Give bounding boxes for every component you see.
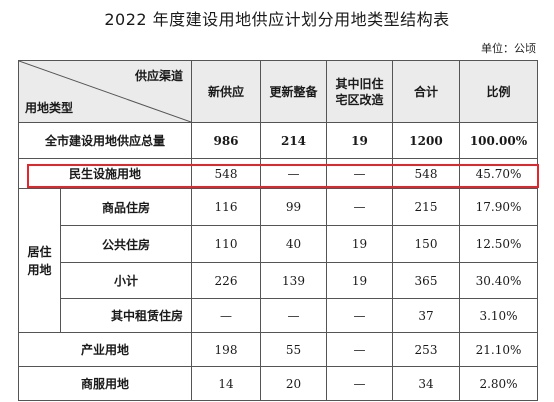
unit-label: 单位：公顷	[481, 42, 536, 55]
cell-old: 19	[326, 122, 393, 159]
cell-total: 1200	[392, 122, 460, 159]
cell-renewal: 40	[260, 225, 327, 263]
cell-old: —	[326, 366, 393, 401]
cell-total: 548	[392, 158, 460, 189]
cell-ratio: 100.00%	[459, 122, 538, 159]
cell-old: —	[326, 158, 393, 189]
cell-ratio: 45.70%	[459, 158, 538, 189]
cell-total: 37	[392, 298, 460, 333]
cell-old: —	[326, 332, 393, 367]
land-supply-table: 供应渠道 用地类型 新供应 更新整备 其中旧住 宅区改造 合计 比例 全市建设用…	[18, 60, 538, 401]
table-row: 居住用地 商品住房 116 99 — 215 17.90%	[18, 188, 538, 333]
row-label: 产业用地	[18, 332, 192, 367]
cell-renewal: 20	[260, 366, 327, 401]
cell-renewal: 139	[260, 262, 327, 299]
cell-old: 19	[326, 225, 393, 263]
residential-group-label: 居住用地	[18, 188, 61, 333]
channel-header-label: 供应渠道	[134, 69, 183, 83]
table-row: 公共住房 110 40 19 150 12.50%	[19, 225, 538, 263]
cell-new: 198	[191, 332, 261, 367]
cell-old: 19	[326, 262, 393, 299]
cell-new: 116	[191, 188, 261, 226]
diagonal-header-cell: 供应渠道 用地类型	[18, 60, 192, 123]
cell-renewal: 214	[260, 122, 327, 159]
cell-total: 365	[392, 262, 460, 299]
table-row: 商服用地 14 20 — 34 2.80%	[18, 366, 538, 401]
cell-new: 986	[191, 122, 261, 159]
residential-group-text: 居住用地	[27, 244, 52, 277]
cell-new: 110	[191, 225, 261, 263]
table-row: 其中租赁住房 — — — 37 3.10%	[19, 298, 538, 333]
row-label: 其中租赁住房	[60, 298, 192, 333]
table-row: 民生设施用地 548 — — 548 45.70%	[18, 158, 538, 189]
table-row: 小计 226 139 19 365 30.40%	[19, 262, 538, 299]
land-type-header-label: 用地类型	[25, 101, 74, 115]
cell-renewal: 55	[260, 332, 327, 367]
cell-ratio: 12.50%	[459, 225, 538, 263]
row-label: 商品住房	[60, 188, 192, 226]
old-village-header: 其中旧住 宅区改造	[326, 60, 393, 123]
table-title: 2022 年度建设用地供应计划分用地类型结构表	[104, 10, 450, 29]
cell-ratio: 30.40%	[459, 262, 538, 299]
cell-renewal: 99	[260, 188, 327, 226]
cell-ratio: 21.10%	[459, 332, 538, 367]
ratio-header: 比例	[459, 60, 538, 123]
cell-renewal: —	[260, 158, 327, 189]
cell-old: —	[326, 298, 393, 333]
row-label: 公共住房	[60, 225, 192, 263]
old-village-header-line1: 其中旧住	[335, 76, 384, 91]
old-village-header-line2: 宅区改造	[335, 92, 384, 107]
header-row: 供应渠道 用地类型 新供应 更新整备 其中旧住 宅区改造 合计 比例	[18, 60, 538, 123]
cell-total: 34	[392, 366, 460, 401]
cell-renewal: —	[260, 298, 327, 333]
cell-total: 150	[392, 225, 460, 263]
cell-ratio: 17.90%	[459, 188, 538, 226]
table-row: 产业用地 198 55 — 253 21.10%	[18, 332, 538, 367]
renewal-header: 更新整备	[260, 60, 327, 123]
cell-total: 253	[392, 332, 460, 367]
total-header: 合计	[392, 60, 460, 123]
new-supply-header: 新供应	[191, 60, 261, 123]
table-row: 全市建设用地供应总量 986 214 19 1200 100.00%	[18, 122, 538, 159]
cell-new: —	[191, 298, 261, 333]
row-label: 全市建设用地供应总量	[18, 122, 192, 159]
row-label: 商服用地	[18, 366, 192, 401]
cell-ratio: 2.80%	[459, 366, 538, 401]
row-label: 民生设施用地	[18, 158, 192, 189]
cell-new: 14	[191, 366, 261, 401]
cell-new: 548	[191, 158, 261, 189]
cell-new: 226	[191, 262, 261, 299]
cell-ratio: 3.10%	[459, 298, 538, 333]
cell-old: —	[326, 188, 393, 226]
cell-total: 215	[392, 188, 460, 226]
row-label: 小计	[60, 262, 192, 299]
